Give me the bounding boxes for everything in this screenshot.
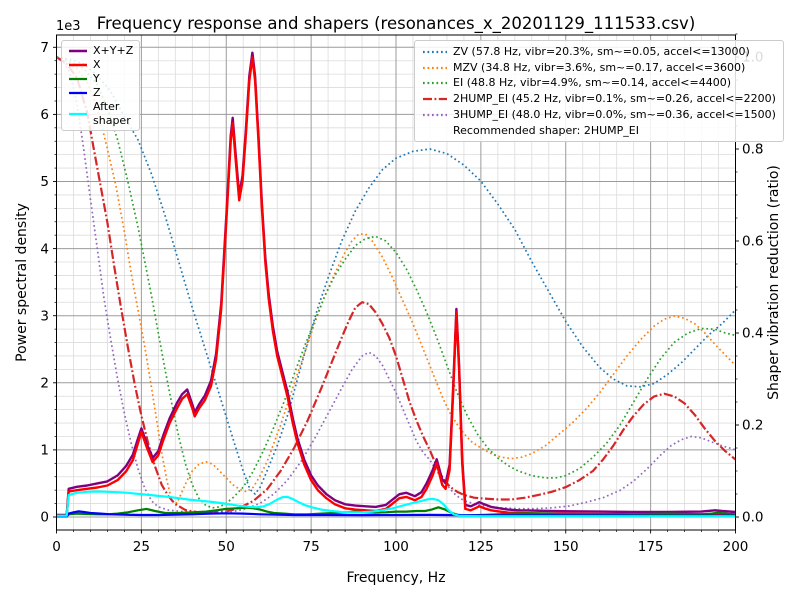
- legend-line-sample-mzv: [423, 66, 447, 69]
- y-right-tick-label: 0.4: [742, 326, 763, 342]
- legend-entry: Z: [68, 86, 133, 100]
- legend-sample-spacer: [422, 127, 448, 133]
- legend-line-sample-zv: [423, 50, 447, 53]
- legend-entry: EI (48.8 Hz, vibr=4.9%, sm~=0.14, accel<…: [422, 75, 776, 91]
- legend-entry-label: After shaper: [93, 99, 131, 127]
- series-3hump-ei: [56, 56, 736, 514]
- legend-entry: 3HUMP_EI (48.0 Hz, vibr=0.0%, sm~=0.36, …: [422, 107, 776, 123]
- legend-psd: X+Y+Z X Y Z After shaper: [61, 40, 141, 132]
- y-left-axis-label: Power spectral density: [14, 203, 30, 362]
- x-tick-label: 25: [133, 539, 150, 555]
- legend-entry: X+Y+Z: [68, 44, 133, 58]
- y-left-tick-label: 5: [40, 174, 49, 190]
- legend-entry-label: 2HUMP_EI (45.2 Hz, vibr=0.1%, sm~=0.26, …: [453, 92, 776, 106]
- x-tick-label: 100: [383, 539, 409, 555]
- y-right-tick-label: 0.0: [742, 510, 763, 526]
- x-tick-label: 200: [723, 539, 749, 555]
- legend-line-sample-x-y-z: [69, 49, 87, 53]
- y-right-axis-label: Shaper vibration reduction (ratio): [766, 165, 782, 400]
- x-tick-label: 175: [638, 539, 664, 555]
- legend-entry-label: ZV (57.8 Hz, vibr=20.3%, sm~=0.05, accel…: [453, 45, 750, 58]
- y-left-tick-label: 1: [40, 443, 49, 459]
- legend-line-sample-after-shaper: [69, 112, 87, 115]
- x-axis-label: Frequency, Hz: [346, 570, 445, 586]
- legend-line-sample-2hump-ei: [423, 97, 447, 101]
- legend-entry: MZV (34.8 Hz, vibr=3.6%, sm~=0.17, accel…: [422, 60, 776, 76]
- legend-entry-label: Y: [93, 71, 100, 85]
- legend-entry-label: Recommended shaper: 2HUMP_EI: [453, 123, 639, 137]
- legend-entry-label: X+Y+Z: [93, 44, 134, 57]
- series-mzv: [56, 56, 736, 505]
- y-left-offset-text: 1e3: [56, 19, 81, 34]
- legend-entry: Y: [68, 72, 133, 86]
- y-left-tick-label: 4: [40, 241, 49, 257]
- y-left-tick-label: 0: [40, 510, 49, 526]
- chart-title: Frequency response and shapers (resonanc…: [97, 14, 696, 34]
- legend-entry: 2HUMP_EI (45.2 Hz, vibr=0.1%, sm~=0.26, …: [422, 91, 776, 107]
- legend-entry-label: Z: [93, 85, 101, 99]
- legend-shapers: ZV (57.8 Hz, vibr=20.3%, sm~=0.05, accel…: [414, 40, 784, 143]
- legend-entry: ZV (57.8 Hz, vibr=20.3%, sm~=0.05, accel…: [422, 44, 776, 60]
- y-right-tick-label: 0.8: [742, 142, 763, 158]
- x-tick-label: 125: [468, 539, 494, 555]
- legend-line-sample-z: [69, 91, 87, 94]
- plot-generated: 0 25 50 75 100 125 150 175 200 0 1 2 3 4 5 6 7 0.0 0.2 0.4 0…: [40, 33, 763, 555]
- x-tick-label: 0: [52, 539, 61, 555]
- x-tick-label: 75: [303, 539, 320, 555]
- legend-line-sample-3hump-ei: [423, 113, 447, 116]
- legend-line-sample-x: [69, 63, 87, 67]
- legend-line-sample-ei: [423, 82, 447, 85]
- y-right-tick-label: 0.6: [742, 234, 763, 250]
- y-left-tick-label: 2: [40, 376, 49, 392]
- x-tick-label: 50: [218, 539, 235, 555]
- y-left-tick-label: 6: [40, 107, 49, 123]
- series-2hump-ei: [56, 56, 736, 514]
- legend-entry: Recommended shaper: 2HUMP_EI: [422, 123, 776, 139]
- series-x: [56, 56, 736, 517]
- legend-entry: After shaper: [68, 100, 133, 128]
- legend-line-sample-y: [69, 77, 87, 80]
- y-left-tick-label: 3: [40, 308, 49, 324]
- legend-entry-label: EI (48.8 Hz, vibr=4.9%, sm~=0.14, accel<…: [453, 76, 731, 90]
- legend-entry-label: MZV (34.8 Hz, vibr=3.6%, sm~=0.17, accel…: [453, 60, 746, 74]
- x-tick-label: 150: [553, 539, 579, 555]
- legend-entry-label: X: [93, 57, 101, 71]
- y-left-tick-label: 7: [40, 40, 49, 56]
- legend-entry: X: [68, 58, 133, 72]
- y-right-tick-label: 0.2: [742, 418, 763, 434]
- series-after-shaper: [56, 490, 736, 518]
- legend-entry-label: 3HUMP_EI (48.0 Hz, vibr=0.0%, sm~=0.36, …: [453, 107, 776, 121]
